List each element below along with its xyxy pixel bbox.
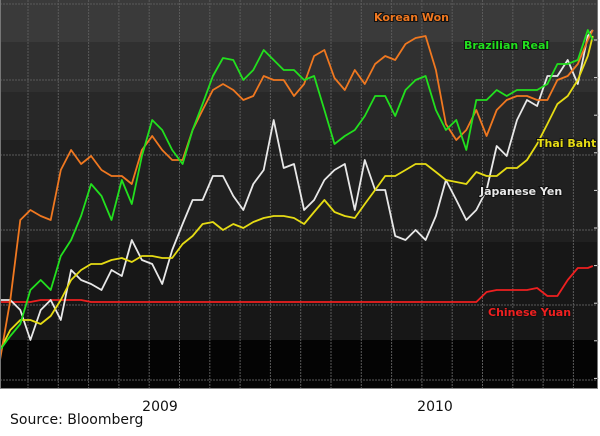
- plot-background: [0, 0, 598, 388]
- label-japanese-yen: Japanese Yen: [479, 185, 562, 198]
- series-lines: [0, 29, 594, 361]
- label-thai-baht: Thai Baht: [537, 137, 596, 150]
- x-tick-label-2009: 2009: [142, 399, 178, 415]
- series-line-japanese-yen: [0, 29, 594, 341]
- series-line-chinese-yuan: [0, 265, 594, 303]
- label-korean-won: Korean Won: [374, 11, 449, 24]
- label-brazilian-real: Brazilian Real: [464, 39, 549, 52]
- series-line-thai-baht: [0, 35, 594, 351]
- series-line-brazilian-real: [0, 29, 594, 351]
- series-line-korean-won: [0, 29, 594, 361]
- gridlines: [0, 0, 599, 388]
- x-tick-label-2010: 2010: [417, 399, 453, 415]
- source-note: Source: Bloomberg: [10, 412, 144, 428]
- label-chinese-yuan: Chinese Yuan: [488, 306, 571, 319]
